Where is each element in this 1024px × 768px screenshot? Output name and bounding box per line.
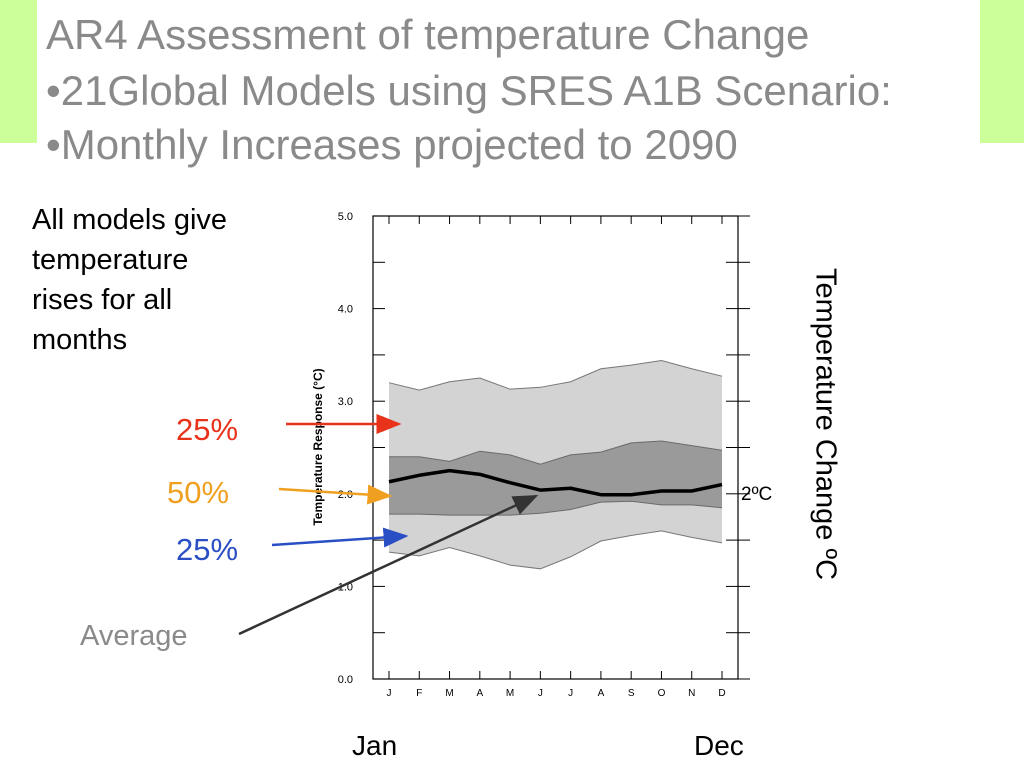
x-tick-label: S: [628, 688, 635, 699]
x-tick-label: J: [387, 688, 392, 699]
decor-green-left: [0, 0, 37, 143]
title-line-2: •21Global Models using SRES A1B Scenario…: [46, 67, 892, 114]
min-line: [388, 530, 723, 570]
right-axis-label: Temperature Change ºC: [809, 267, 842, 581]
title-line-3: •Monthly Increases projected to 2090: [46, 121, 738, 168]
x-tick-label: M: [506, 688, 514, 699]
y-tick-label: 5.0: [338, 211, 353, 223]
label-dec: Dec: [694, 730, 744, 761]
max-line: [388, 359, 723, 391]
y-tick-label: 3.0: [338, 396, 353, 408]
note-text: All models give temperature rises for al…: [32, 204, 228, 356]
x-tick-label: N: [688, 688, 695, 699]
y-axis-label: Temperature Response (°C): [311, 368, 325, 525]
upper-quartile-line: [389, 440, 723, 465]
decor-green-right: [980, 0, 1024, 143]
quartile-band: [389, 441, 722, 516]
x-tick-label: O: [658, 688, 666, 699]
x-tick-label: J: [568, 688, 573, 699]
y-tick-label: 4.0: [338, 304, 353, 316]
x-tick-label: A: [598, 688, 605, 699]
y-tick-label: 2.0: [338, 489, 353, 501]
x-tick-label: F: [416, 688, 422, 699]
y-tick-label: 0.0: [338, 674, 353, 686]
x-tick-label: J: [538, 688, 543, 699]
label-upper-quartile: 25%: [176, 412, 239, 447]
arrow-lower-quartile: [271, 527, 409, 548]
x-tick-label: D: [718, 688, 725, 699]
label-jan: Jan: [352, 730, 398, 761]
label-2c: 2ºC: [741, 484, 773, 505]
arrow-average: [238, 494, 539, 636]
x-tick-label: M: [445, 688, 453, 699]
arrow-middle: [278, 484, 393, 505]
y-tick-label: 1.0: [338, 581, 353, 593]
lower-quartile-line: [389, 500, 723, 516]
label-average: Average: [80, 620, 188, 652]
mean-line: [388, 468, 723, 497]
x-tick-label: A: [476, 688, 483, 699]
title-line-1: AR4 Assessment of temperature Change: [46, 11, 810, 58]
label-middle: 50%: [167, 475, 230, 510]
plot-frame: [372, 215, 739, 680]
label-lower-quartile: 25%: [176, 532, 239, 567]
